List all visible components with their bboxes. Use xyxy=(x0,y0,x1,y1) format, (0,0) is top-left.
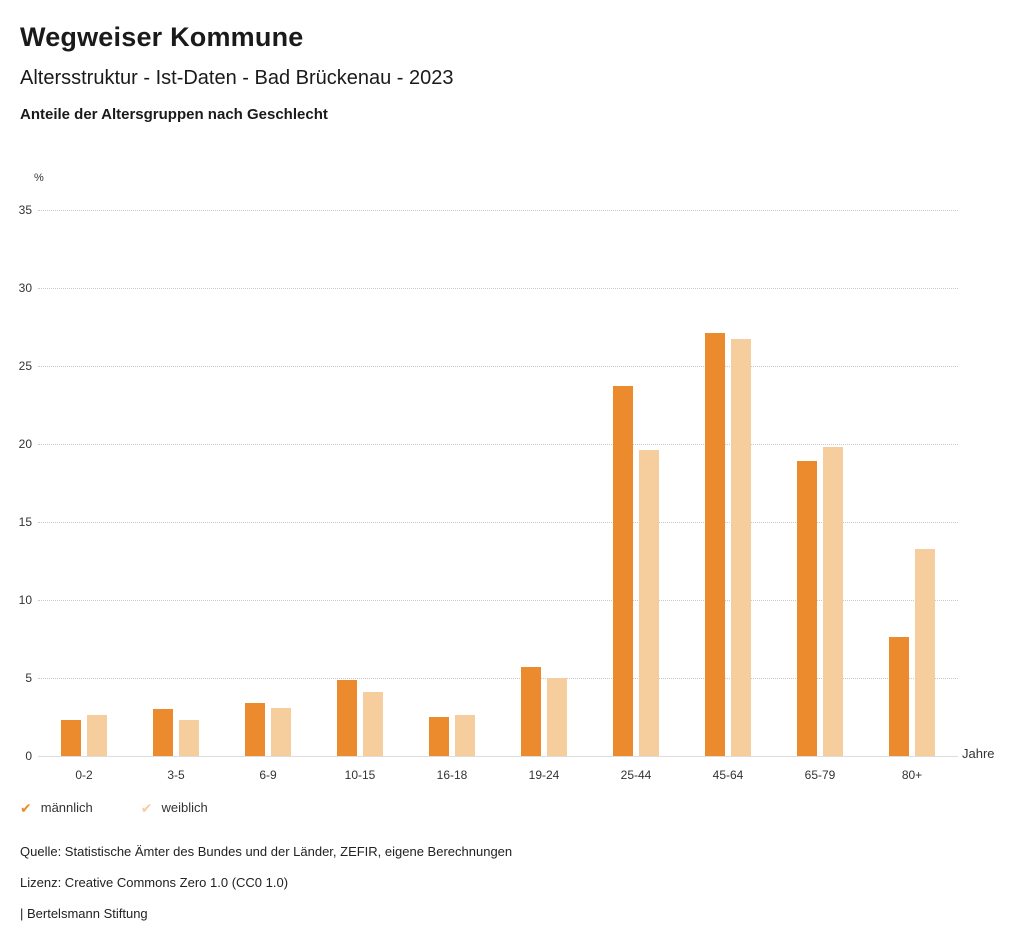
bar-weiblich-3-5[interactable] xyxy=(179,720,199,756)
check-icon: ✔ xyxy=(140,799,153,816)
x-tick-label-3-5: 3-5 xyxy=(167,768,185,782)
bar-männlich-80+[interactable] xyxy=(889,637,909,756)
x-tick-label-65-79: 65-79 xyxy=(804,768,836,782)
x-tick-label-19-24: 19-24 xyxy=(528,768,560,782)
page-subtitle: Altersstruktur - Ist-Daten - Bad Brücken… xyxy=(20,67,454,89)
gridline-25 xyxy=(38,366,958,367)
bar-weiblich-25-44[interactable] xyxy=(639,450,659,756)
x-tick-label-16-18: 16-18 xyxy=(436,768,468,782)
y-tick-label-35: 35 xyxy=(18,203,32,217)
x-tick-label-0-2: 0-2 xyxy=(75,768,93,782)
gridline-15 xyxy=(38,522,958,523)
gridline-30 xyxy=(38,288,958,289)
bar-weiblich-0-2[interactable] xyxy=(87,715,107,756)
legend-label: weiblich xyxy=(161,800,208,815)
bar-männlich-10-15[interactable] xyxy=(337,679,357,756)
bar-weiblich-6-9[interactable] xyxy=(271,707,291,756)
legend-item-weiblich[interactable]: ✔ weiblich xyxy=(141,800,208,815)
bar-männlich-3-5[interactable] xyxy=(153,709,173,756)
page-title: Wegweiser Kommune xyxy=(20,22,304,52)
gridline-0 xyxy=(38,756,958,757)
bar-männlich-0-2[interactable] xyxy=(61,720,81,756)
bar-weiblich-45-64[interactable] xyxy=(731,339,751,756)
bar-männlich-45-64[interactable] xyxy=(705,333,725,756)
bar-weiblich-65-79[interactable] xyxy=(823,447,843,756)
y-tick-label-10: 10 xyxy=(18,593,32,607)
bar-weiblich-19-24[interactable] xyxy=(547,678,567,756)
attribution-text: | Bertelsmann Stiftung xyxy=(20,906,148,921)
gridline-5 xyxy=(38,678,958,679)
bar-weiblich-80+[interactable] xyxy=(915,548,935,756)
bar-weiblich-16-18[interactable] xyxy=(455,715,475,756)
y-tick-label-30: 30 xyxy=(18,281,32,295)
legend-item-männlich[interactable]: ✔ männlich xyxy=(20,800,93,815)
y-tick-label-15: 15 xyxy=(18,515,32,529)
x-axis-unit-label: Jahre xyxy=(962,746,995,761)
chart-legend: ✔ männlich ✔ weiblich xyxy=(20,800,208,815)
gridline-20 xyxy=(38,444,958,445)
legend-label: männlich xyxy=(40,800,93,815)
bar-männlich-16-18[interactable] xyxy=(429,717,449,756)
y-axis-unit-label: % xyxy=(34,172,44,184)
y-tick-label-20: 20 xyxy=(18,437,32,451)
y-tick-label-25: 25 xyxy=(18,359,32,373)
chart-heading: Anteile der Altersgruppen nach Geschlech… xyxy=(20,106,328,123)
x-tick-label-10-15: 10-15 xyxy=(344,768,376,782)
x-tick-label-6-9: 6-9 xyxy=(259,768,277,782)
x-tick-label-80+: 80+ xyxy=(901,768,923,782)
plot-area: 0 5 10 15 20 25 30 35 0-2 3-5 6-9 10-15 16-18 19-24 25… xyxy=(19,203,958,782)
bar-männlich-65-79[interactable] xyxy=(797,461,817,756)
license-text: Lizenz: Creative Commons Zero 1.0 (CC0 1… xyxy=(20,875,289,890)
y-tick-label-5: 5 xyxy=(25,671,32,685)
bar-männlich-19-24[interactable] xyxy=(521,667,541,756)
check-icon: ✔ xyxy=(20,799,32,816)
bar-männlich-25-44[interactable] xyxy=(613,386,633,756)
bar-männlich-6-9[interactable] xyxy=(245,702,265,756)
y-tick-label-0: 0 xyxy=(25,749,32,763)
x-tick-label-45-64: 45-64 xyxy=(712,768,744,782)
source-text: Quelle: Statistische Ämter des Bundes un… xyxy=(20,844,513,859)
gridline-10 xyxy=(38,600,958,601)
bar-weiblich-10-15[interactable] xyxy=(363,692,383,756)
x-tick-label-25-44: 25-44 xyxy=(620,768,652,782)
gridline-35 xyxy=(38,210,958,211)
